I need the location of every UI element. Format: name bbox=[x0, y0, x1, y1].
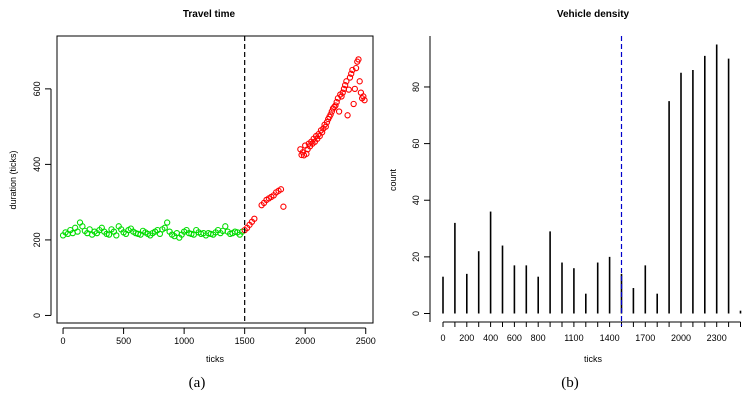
x-tick-label: 2500 bbox=[356, 336, 376, 346]
x-tick-label: 0 bbox=[61, 336, 66, 346]
data-point bbox=[161, 224, 168, 231]
x-tick-label: 1000 bbox=[174, 336, 194, 346]
vehicle-density-panel: Vehicle density ticks count (b) 0 200 400 6… bbox=[388, 9, 742, 391]
data-point bbox=[346, 74, 354, 81]
x-tick-label: 2000 bbox=[295, 336, 315, 346]
data-point bbox=[360, 93, 367, 100]
data-point bbox=[277, 186, 285, 193]
data-point bbox=[323, 118, 331, 126]
data-point bbox=[222, 223, 229, 230]
x-tick-label: 0 bbox=[440, 333, 445, 343]
x-tick-label: 1400 bbox=[600, 333, 620, 343]
data-point bbox=[348, 70, 355, 77]
x-tick-label: 600 bbox=[507, 333, 522, 343]
data-point bbox=[332, 102, 339, 109]
data-point bbox=[355, 56, 362, 63]
data-point bbox=[299, 149, 306, 156]
data-point bbox=[74, 228, 81, 235]
y-tick-label: 20 bbox=[411, 252, 421, 262]
x-tick-label: 1500 bbox=[235, 336, 255, 346]
data-point bbox=[356, 78, 363, 85]
data-point bbox=[345, 86, 352, 93]
x-axis-label: ticks bbox=[584, 354, 603, 364]
data-point bbox=[350, 100, 357, 108]
data-point bbox=[105, 231, 113, 238]
x-tick-label: 500 bbox=[116, 336, 131, 346]
data-point bbox=[333, 98, 340, 106]
data-point bbox=[86, 226, 93, 233]
y-tick-label: 0 bbox=[411, 311, 421, 316]
data-point bbox=[361, 97, 368, 104]
data-point bbox=[327, 111, 334, 118]
y-tick-label: 400 bbox=[32, 157, 42, 172]
y-tick-label: 600 bbox=[32, 81, 42, 96]
data-point bbox=[251, 215, 258, 222]
y-tick-label: 40 bbox=[411, 195, 421, 205]
caption: (b) bbox=[561, 375, 579, 391]
y-tick-label: 0 bbox=[32, 313, 42, 318]
x-tick-label: 400 bbox=[483, 333, 498, 343]
x-tick-label: 1700 bbox=[635, 333, 655, 343]
x-tick-label: 1100 bbox=[564, 333, 583, 343]
data-point bbox=[113, 232, 120, 239]
y-tick-label: 200 bbox=[32, 232, 42, 247]
data-point bbox=[164, 219, 171, 226]
y-tick-label: 80 bbox=[411, 82, 421, 92]
data-point bbox=[338, 93, 345, 100]
y-tick-label: 60 bbox=[411, 139, 421, 149]
data-point bbox=[280, 203, 287, 210]
data-point bbox=[352, 64, 360, 72]
data-point bbox=[351, 85, 358, 93]
chart-title: Vehicle density bbox=[557, 9, 630, 20]
data-point bbox=[343, 78, 350, 85]
x-tick-label: 2300 bbox=[707, 333, 727, 343]
data-point bbox=[331, 103, 338, 111]
y-axis-label: duration (ticks) bbox=[8, 150, 18, 209]
data-point bbox=[318, 129, 326, 136]
data-point bbox=[344, 112, 351, 119]
x-axis-label: ticks bbox=[206, 354, 225, 364]
x-tick-label: 800 bbox=[531, 333, 546, 343]
data-point bbox=[335, 108, 343, 115]
data-point bbox=[342, 81, 349, 89]
x-tick-label: 2000 bbox=[671, 333, 691, 343]
x-tick-label: 200 bbox=[459, 333, 474, 343]
travel-time-panel: Travel time ticks duration (ticks) (a) 0… bbox=[8, 9, 376, 391]
caption: (a) bbox=[189, 375, 206, 391]
y-axis-label: count bbox=[388, 168, 398, 191]
plot-frame bbox=[56, 35, 374, 324]
chart-title: Travel time bbox=[183, 9, 236, 20]
data-point bbox=[339, 89, 346, 96]
